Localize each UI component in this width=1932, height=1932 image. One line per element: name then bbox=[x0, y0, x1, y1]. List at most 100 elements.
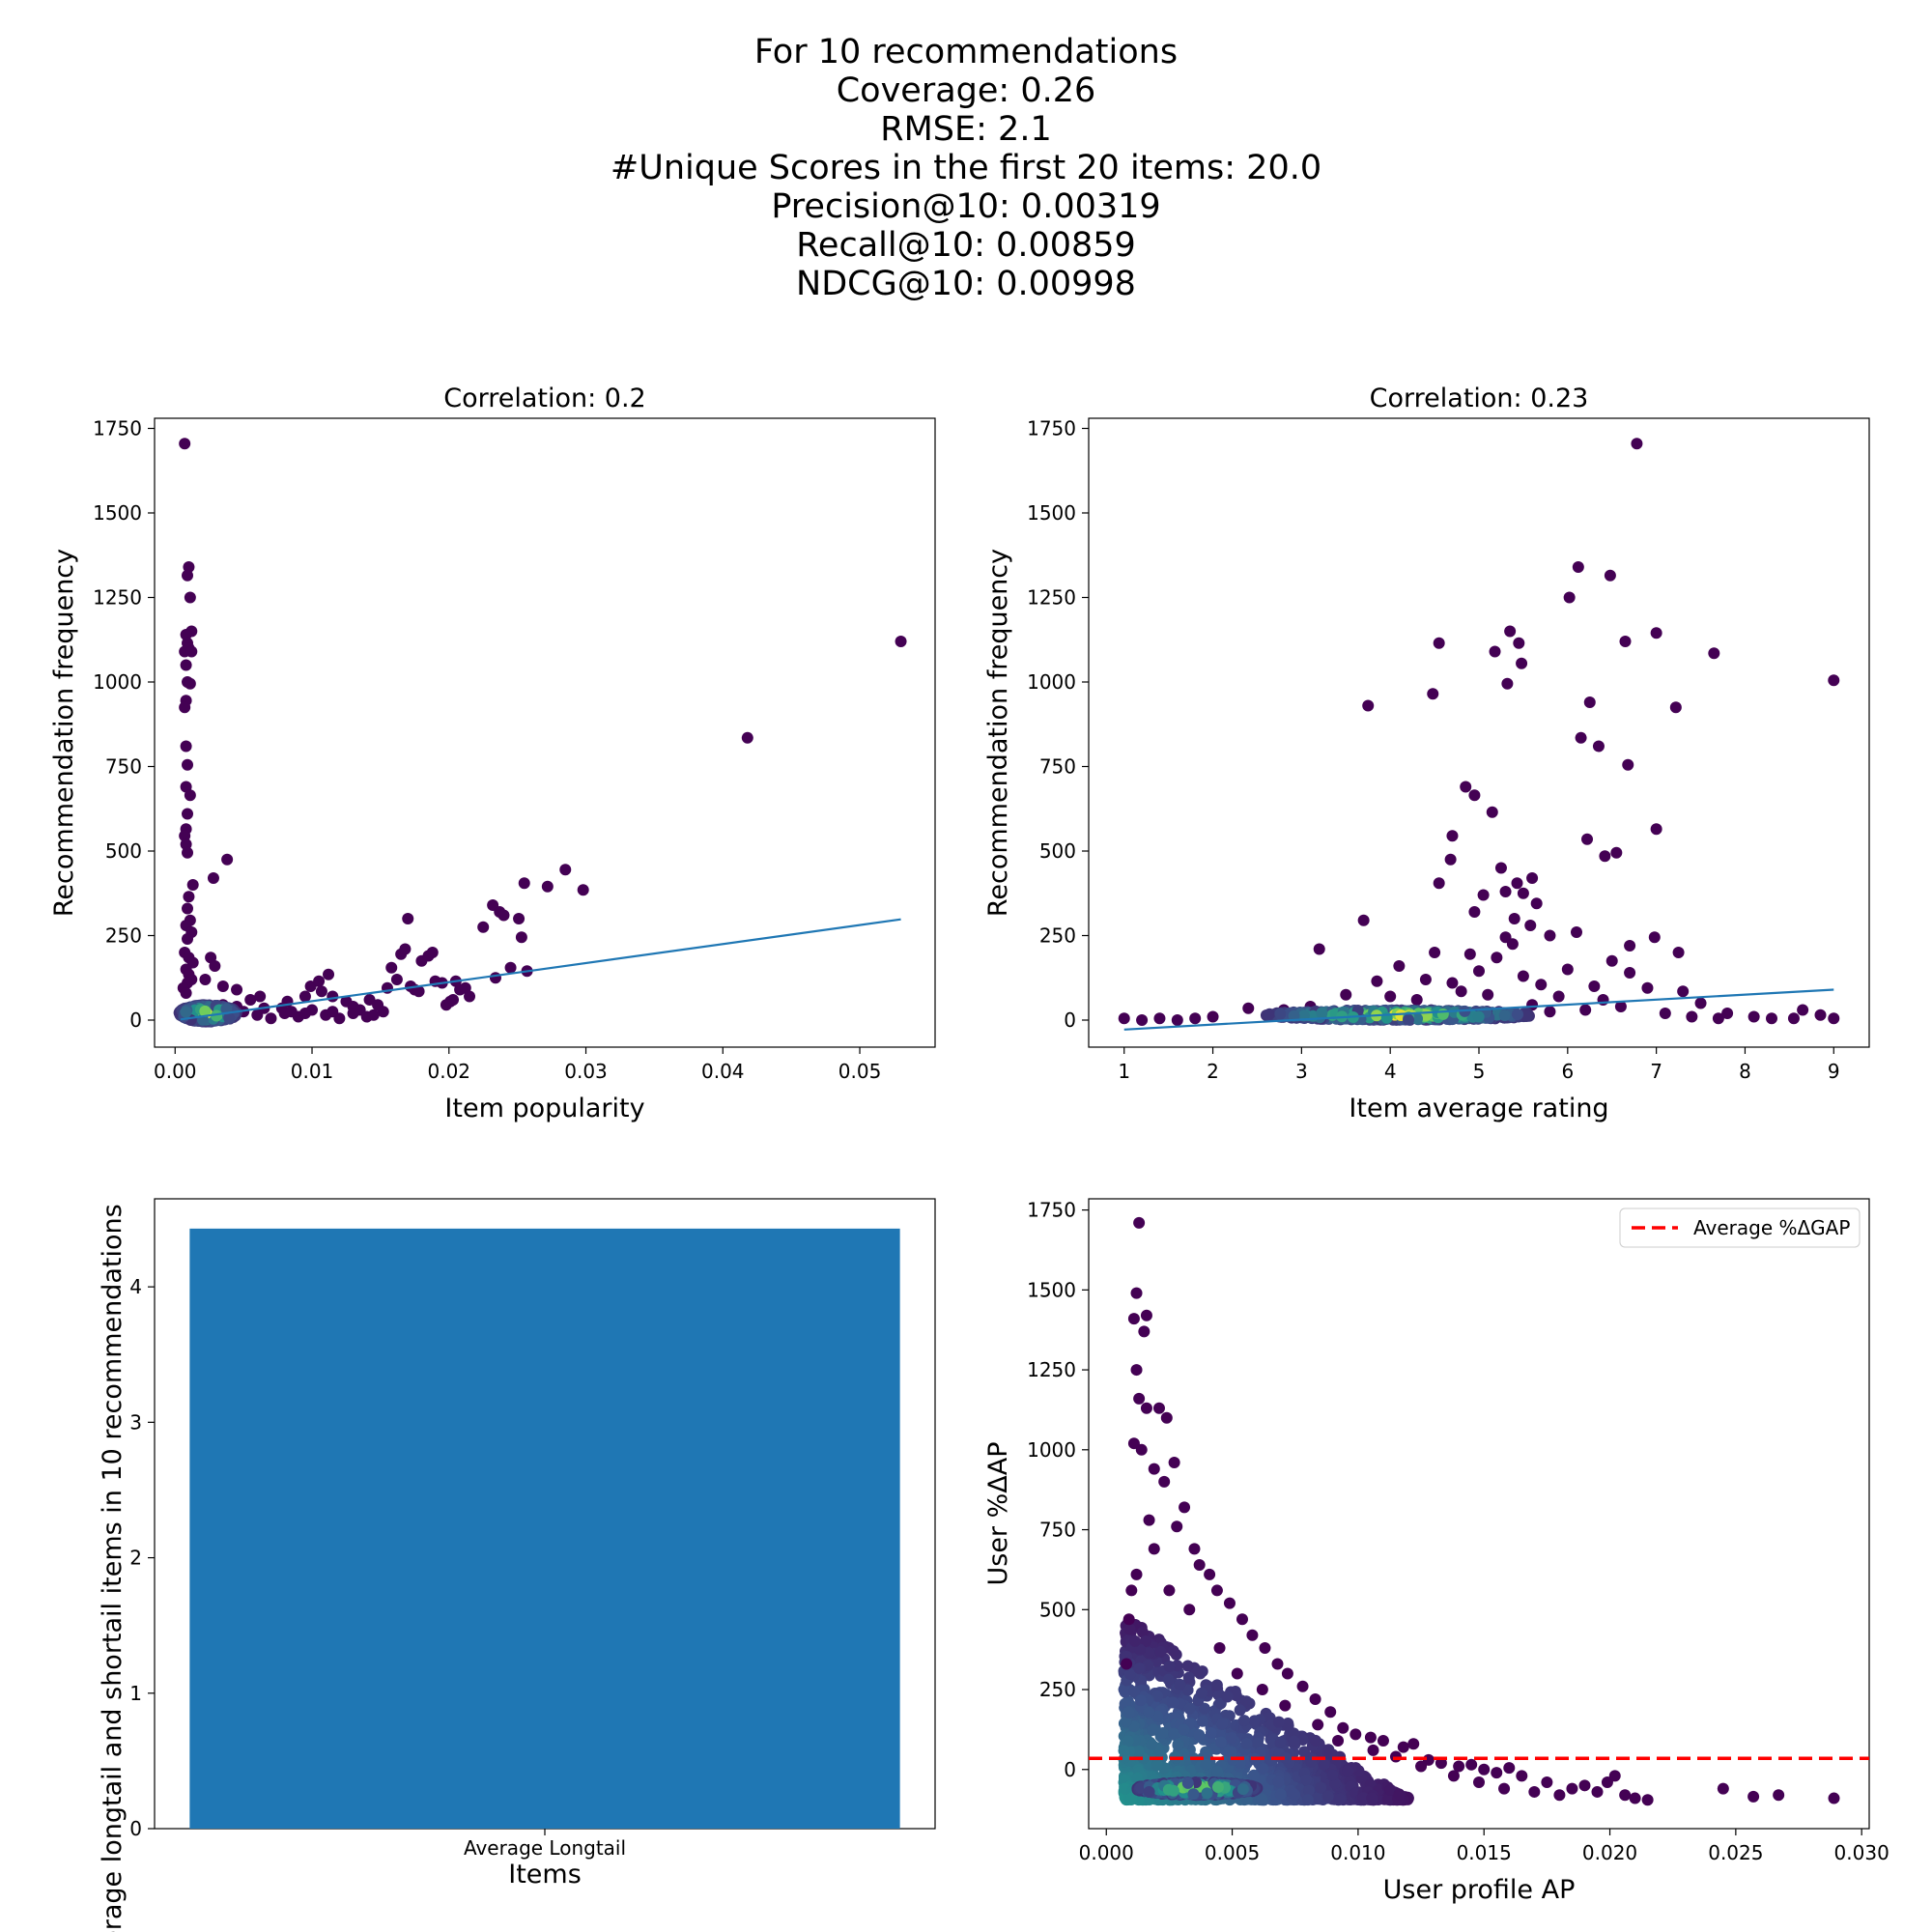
cloud-point bbox=[1243, 1697, 1256, 1710]
data-point bbox=[184, 677, 196, 690]
data-point bbox=[1486, 806, 1498, 818]
data-point bbox=[185, 645, 198, 658]
data-point bbox=[327, 1006, 339, 1018]
data-point bbox=[182, 933, 194, 945]
cloud-point bbox=[1357, 1792, 1370, 1804]
data-point bbox=[1572, 561, 1584, 573]
data-point bbox=[1571, 926, 1582, 938]
data-point bbox=[1552, 990, 1565, 1003]
data-point bbox=[1513, 637, 1525, 649]
cloud-point bbox=[1123, 1623, 1136, 1635]
y-tick-label: 1750 bbox=[1027, 1199, 1076, 1222]
data-point bbox=[1148, 1543, 1160, 1555]
x-tick-label: 0.01 bbox=[291, 1060, 334, 1083]
data-point bbox=[1189, 1012, 1202, 1025]
cloud-point bbox=[1230, 1690, 1242, 1702]
data-point bbox=[347, 1008, 359, 1019]
data-point bbox=[1491, 952, 1503, 964]
data-point bbox=[1407, 1738, 1420, 1750]
data-point bbox=[1415, 1760, 1428, 1773]
y-tick-label: 1000 bbox=[93, 670, 142, 694]
data-point bbox=[1508, 913, 1520, 924]
data-point bbox=[541, 880, 554, 893]
data-point bbox=[895, 636, 907, 647]
cloud-point bbox=[1286, 1786, 1298, 1799]
cloud-point bbox=[1247, 1769, 1260, 1781]
figure-suptitle: For 10 recommendations Coverage: 0.26 RM… bbox=[0, 33, 1932, 303]
cloud-point bbox=[1256, 1793, 1268, 1805]
y-tick-label: 1250 bbox=[93, 586, 142, 610]
data-point bbox=[1296, 1680, 1309, 1692]
cloud-point bbox=[1198, 1702, 1210, 1715]
y-tick-label: 2 bbox=[129, 1547, 142, 1570]
cloud-point bbox=[1125, 1792, 1138, 1804]
data-point bbox=[1619, 1789, 1632, 1802]
data-point bbox=[1575, 731, 1587, 744]
data-point bbox=[1561, 963, 1574, 976]
cloud-point bbox=[1136, 1626, 1149, 1638]
cluster-point bbox=[1187, 1788, 1200, 1801]
data-point bbox=[1468, 789, 1481, 802]
data-point bbox=[1271, 1658, 1284, 1670]
cluster-point bbox=[1264, 1008, 1276, 1020]
x-tick-label: 0.03 bbox=[564, 1060, 608, 1083]
data-point bbox=[1648, 931, 1661, 944]
data-point bbox=[1631, 438, 1643, 450]
data-point bbox=[179, 438, 191, 450]
data-point bbox=[412, 985, 425, 998]
data-point bbox=[315, 985, 327, 998]
data-point bbox=[1127, 1313, 1140, 1325]
data-point bbox=[1377, 1734, 1389, 1747]
cloud-point bbox=[1240, 1737, 1253, 1749]
data-point bbox=[1332, 1734, 1345, 1747]
data-point bbox=[1279, 1699, 1292, 1712]
cloud-point bbox=[1296, 1734, 1309, 1747]
x-tick-label: 5 bbox=[1473, 1060, 1486, 1083]
data-point bbox=[1516, 1770, 1528, 1782]
x-axis-label: Items bbox=[508, 1860, 582, 1889]
x-tick-label: 8 bbox=[1739, 1060, 1751, 1083]
y-tick-label: 750 bbox=[105, 755, 142, 779]
data-point bbox=[183, 891, 195, 903]
cloud-point bbox=[1154, 1645, 1167, 1658]
data-point bbox=[390, 974, 403, 985]
data-point bbox=[1494, 862, 1507, 874]
data-point bbox=[1588, 980, 1601, 992]
y-tick-label: 3 bbox=[129, 1410, 142, 1434]
cloud-point bbox=[1174, 1678, 1186, 1690]
data-point bbox=[1465, 1758, 1478, 1771]
data-point bbox=[1340, 988, 1352, 1001]
data-point bbox=[513, 913, 526, 924]
x-axis-label: Item average rating bbox=[1349, 1094, 1608, 1123]
cloud-point bbox=[1288, 1735, 1300, 1747]
x-tick-label: 0.020 bbox=[1582, 1841, 1637, 1864]
cloud-point bbox=[1234, 1704, 1246, 1717]
cloud-point bbox=[1274, 1737, 1287, 1749]
data-point bbox=[1133, 1216, 1146, 1229]
data-point bbox=[1460, 781, 1472, 793]
data-point bbox=[1231, 1667, 1243, 1680]
cluster-point bbox=[1167, 1784, 1179, 1797]
cloud-point bbox=[1156, 1727, 1169, 1740]
data-point bbox=[1610, 846, 1623, 859]
cloud-point bbox=[1128, 1686, 1141, 1698]
data-point bbox=[1622, 758, 1634, 771]
legend-label: Average %ΔGAP bbox=[1693, 1216, 1850, 1239]
cloud-point bbox=[1323, 1747, 1336, 1760]
data-point bbox=[1553, 1789, 1566, 1802]
cloud-point bbox=[1167, 1696, 1179, 1709]
data-point bbox=[1578, 1779, 1591, 1792]
cloud-point bbox=[1133, 1662, 1146, 1675]
data-point bbox=[1138, 1325, 1151, 1338]
data-point bbox=[285, 1006, 298, 1018]
cloud-point bbox=[1274, 1788, 1287, 1801]
cloud-point bbox=[1143, 1647, 1155, 1660]
data-point bbox=[1629, 1792, 1641, 1804]
data-point bbox=[1503, 1762, 1516, 1775]
data-point bbox=[1153, 1012, 1166, 1025]
data-point bbox=[1499, 886, 1512, 897]
y-tick-label: 1750 bbox=[93, 417, 142, 440]
cloud-point bbox=[1143, 1706, 1155, 1719]
axes-frame bbox=[154, 417, 936, 1048]
data-point bbox=[184, 591, 196, 604]
